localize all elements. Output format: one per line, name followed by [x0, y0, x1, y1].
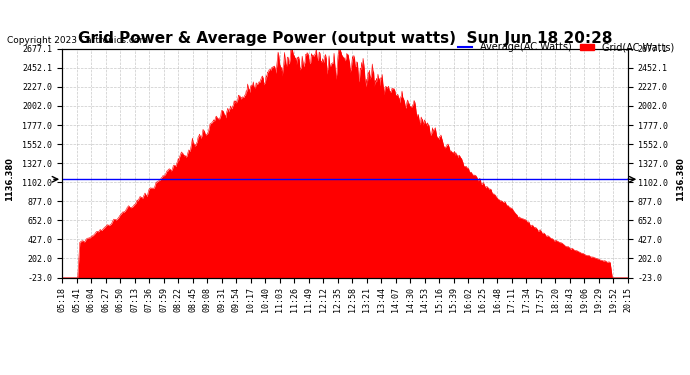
Text: Copyright 2023 Cartronics.com: Copyright 2023 Cartronics.com: [7, 36, 148, 45]
Title: Grid Power & Average Power (output watts)  Sun Jun 18 20:28: Grid Power & Average Power (output watts…: [78, 31, 612, 46]
Text: 1136.380: 1136.380: [5, 158, 14, 201]
Text: 1136.380: 1136.380: [676, 158, 685, 201]
Legend: Average(AC Watts), Grid(AC Watts): Average(AC Watts), Grid(AC Watts): [454, 39, 678, 56]
